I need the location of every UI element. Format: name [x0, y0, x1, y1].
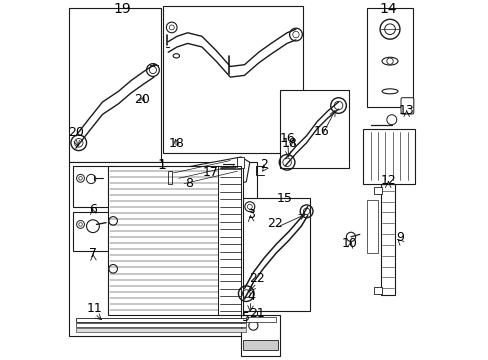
Text: 22: 22	[267, 217, 283, 230]
Text: 16: 16	[313, 125, 329, 138]
Bar	[241, 315, 280, 356]
Polygon shape	[366, 199, 377, 253]
FancyBboxPatch shape	[400, 98, 413, 114]
Text: 7: 7	[89, 247, 97, 260]
Text: 1: 1	[158, 158, 166, 172]
Bar	[163, 6, 303, 153]
Text: 5: 5	[241, 311, 249, 324]
Text: 20: 20	[68, 126, 83, 139]
Text: 21: 21	[248, 307, 264, 320]
Polygon shape	[164, 157, 249, 189]
Text: 9: 9	[395, 231, 403, 244]
Bar	[76, 323, 246, 327]
Bar	[69, 162, 256, 336]
Text: 11: 11	[87, 302, 102, 315]
Text: 19: 19	[113, 2, 131, 15]
Text: 4: 4	[246, 290, 254, 303]
Bar	[241, 198, 309, 311]
Text: 13: 13	[398, 104, 414, 117]
Bar	[76, 328, 246, 332]
Polygon shape	[243, 340, 278, 350]
Bar	[76, 318, 246, 322]
Polygon shape	[246, 317, 276, 322]
Bar	[69, 8, 161, 162]
Bar	[73, 212, 115, 251]
Polygon shape	[237, 157, 244, 168]
Bar	[108, 166, 242, 315]
Text: 18: 18	[168, 138, 184, 150]
Polygon shape	[373, 187, 381, 194]
Text: 15: 15	[276, 192, 292, 205]
Text: 12: 12	[380, 174, 395, 186]
Text: 22: 22	[248, 272, 264, 285]
Text: 8: 8	[185, 177, 193, 190]
Bar	[366, 8, 412, 107]
Text: 18: 18	[282, 138, 297, 150]
Text: 6: 6	[89, 203, 97, 216]
Text: 16: 16	[279, 132, 295, 145]
Polygon shape	[168, 171, 171, 184]
Text: 2: 2	[260, 158, 268, 171]
Bar	[363, 129, 414, 184]
Text: 17: 17	[203, 166, 218, 179]
Bar	[73, 166, 115, 207]
Text: 10: 10	[341, 237, 357, 250]
Bar	[380, 184, 394, 296]
Bar	[218, 166, 241, 315]
Polygon shape	[373, 287, 381, 294]
Text: 20: 20	[133, 93, 149, 106]
Bar	[280, 90, 348, 168]
Text: 14: 14	[379, 2, 396, 15]
Text: 3: 3	[246, 208, 254, 221]
